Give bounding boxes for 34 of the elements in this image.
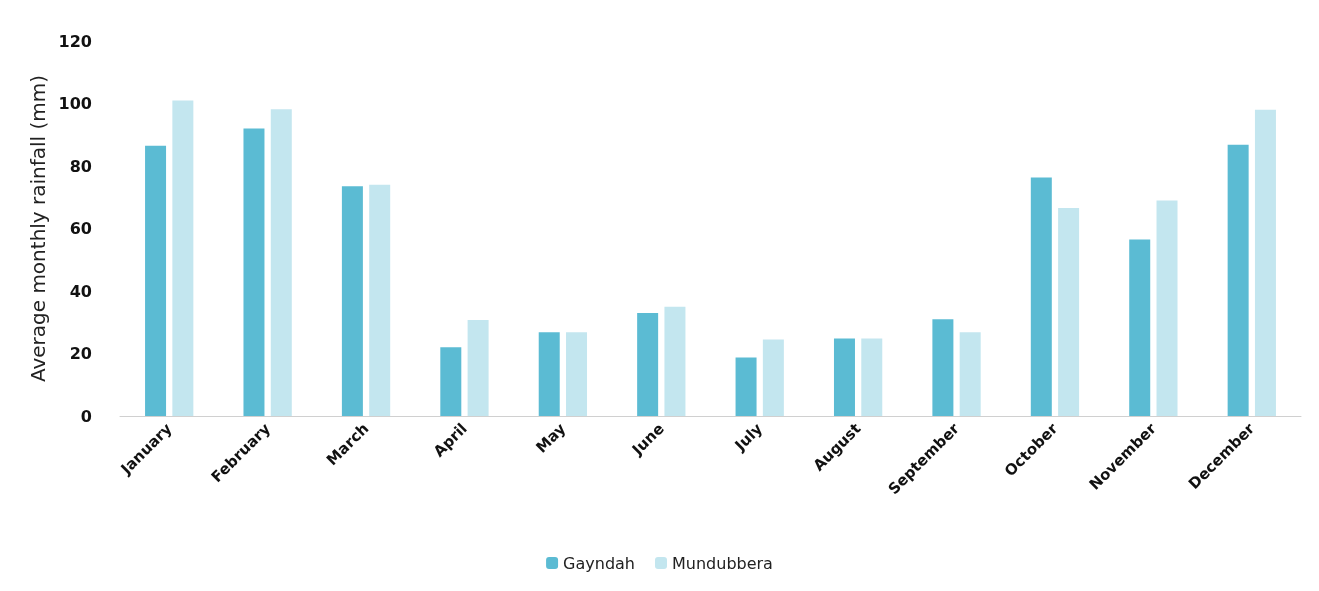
bar (1254, 109, 1276, 416)
bar (1227, 144, 1249, 416)
y-tick-label: 60 (69, 219, 92, 238)
legend-label: Gayndah (563, 553, 635, 573)
bar (440, 347, 462, 416)
bar (467, 320, 489, 416)
y-tick-label: 120 (58, 31, 92, 51)
y-tick-label: 0 (80, 406, 92, 426)
bar (735, 357, 757, 416)
bar (172, 100, 194, 416)
y-tick-label: 20 (69, 344, 92, 363)
bar (1129, 239, 1151, 416)
bar (1058, 207, 1080, 416)
bar (833, 338, 855, 416)
bar (1156, 200, 1178, 416)
bar (145, 145, 167, 416)
y-tick-label: 100 (58, 94, 92, 113)
legend-label: Mundubbera (672, 553, 773, 573)
bar (637, 312, 659, 416)
bar (762, 339, 784, 416)
bar (341, 186, 363, 416)
bar (959, 332, 981, 416)
bar (566, 332, 588, 416)
bar (369, 184, 391, 416)
bar (243, 128, 265, 416)
bar (1030, 177, 1052, 416)
bar (664, 306, 686, 416)
y-axis-title: Average monthly rainfall (mm) (25, 74, 50, 383)
bar (861, 338, 883, 416)
bar (932, 319, 954, 416)
y-tick-label: 80 (69, 156, 92, 176)
bar (270, 109, 292, 416)
bar (538, 332, 560, 416)
y-tick-label: 40 (69, 281, 92, 301)
